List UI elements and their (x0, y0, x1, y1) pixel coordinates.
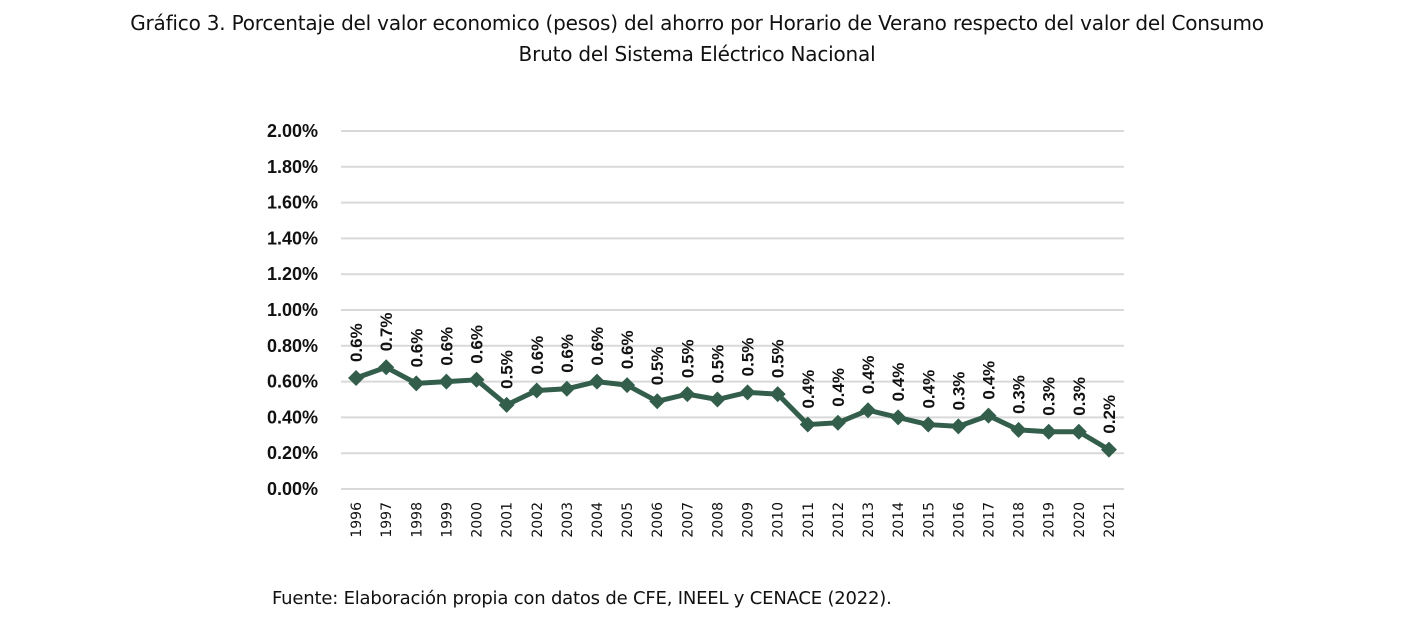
y-tick-label: 0.80% (267, 336, 318, 356)
y-tick-label: 2.00% (267, 121, 318, 141)
x-tick-label: 2003 (560, 502, 576, 538)
data-point-marker (890, 409, 907, 426)
y-tick-label: 0.20% (267, 443, 318, 463)
data-label: 0.6% (347, 323, 366, 362)
chart-title-line-2: Bruto del Sistema Eléctrico Nacional (518, 42, 876, 66)
x-tick-label: 2009 (741, 502, 757, 538)
data-label: 0.6% (468, 325, 487, 364)
data-point-marker (498, 396, 515, 413)
x-tick-label: 2018 (1012, 502, 1028, 538)
x-tick-label: 2007 (680, 502, 696, 538)
data-label: 0.4% (829, 368, 848, 407)
data-point-marker (769, 386, 786, 403)
data-point-marker (408, 375, 425, 392)
data-label: 0.6% (558, 334, 577, 373)
data-point-marker (468, 371, 485, 388)
x-tick-label: 2006 (650, 502, 666, 538)
y-tick-label: 1.80% (267, 157, 318, 177)
data-label: 0.4% (919, 370, 938, 409)
x-tick-label: 2002 (530, 502, 546, 538)
y-axis-tick-labels: 0.00% 0.20% 0.40% 0.60% 0.80% 1.00% 1.20% 1.40%… (267, 121, 318, 499)
y-tick-label: 1.60% (267, 193, 318, 213)
x-tick-label: 2011 (801, 502, 817, 538)
data-point-marker (799, 416, 816, 433)
data-label: 0.5% (769, 339, 788, 378)
data-point-marker (438, 373, 455, 390)
data-label: 0.6% (528, 336, 547, 375)
x-tick-label: 2020 (1072, 502, 1088, 538)
y-tick-label: 1.00% (267, 300, 318, 320)
data-label: 0.5% (708, 345, 727, 384)
x-tick-label: 2013 (861, 502, 877, 538)
data-label: 0.7% (377, 313, 396, 352)
y-tick-label: 1.20% (267, 264, 318, 284)
data-point-marker (679, 386, 696, 403)
data-label: 0.5% (678, 339, 697, 378)
data-point-marker (920, 416, 937, 433)
line-chart: 0.00% 0.20% 0.40% 0.60% 0.80% 1.00% 1.20% 1.40%… (267, 121, 1124, 538)
x-tick-label: 1996 (349, 502, 365, 538)
data-point-marker (709, 391, 726, 408)
data-label: 0.3% (1070, 377, 1089, 416)
data-point-marker (1040, 423, 1057, 440)
x-tick-label: 1998 (409, 502, 425, 538)
data-point-marker (1010, 421, 1027, 438)
data-label: 0.4% (979, 361, 998, 400)
data-series (348, 359, 1117, 458)
data-label: 0.3% (1040, 377, 1059, 416)
data-point-marker (619, 377, 636, 394)
data-point-marker (528, 382, 545, 399)
x-tick-label: 2021 (1102, 502, 1118, 538)
x-tick-label: 2019 (1042, 502, 1058, 538)
x-tick-label: 2010 (771, 502, 787, 538)
x-tick-label: 1999 (439, 502, 455, 538)
data-point-marker (1100, 441, 1117, 458)
gridlines (341, 130, 1124, 490)
data-label: 0.4% (889, 363, 908, 402)
x-axis-tick-labels: 1996 1997 1998 1999 2000 2001 2002 2003 2004 2005… (349, 502, 1118, 538)
y-tick-label: 0.00% (267, 479, 318, 499)
y-tick-label: 0.40% (267, 407, 318, 427)
x-tick-label: 2005 (620, 502, 636, 538)
data-point-marker (950, 418, 967, 435)
data-label: 0.5% (648, 347, 667, 386)
data-label: 0.2% (1100, 395, 1119, 434)
data-point-marker (558, 380, 575, 397)
data-label: 0.5% (739, 338, 758, 377)
x-tick-label: 2016 (951, 502, 967, 538)
source-note: Fuente: Elaboración propia con datos de … (272, 588, 892, 609)
data-point-marker (829, 414, 846, 431)
chart-title: Gráfico 3. Porcentaje del valor economic… (0, 8, 1394, 70)
data-label: 0.6% (588, 327, 607, 366)
data-label: 0.3% (949, 372, 968, 411)
x-tick-label: 2012 (831, 502, 847, 538)
x-tick-label: 2014 (891, 502, 907, 538)
data-labels: 0.6% 0.7% 0.6% 0.6% 0.6% 0.5% 0.6% 0.6% 0.6% 0.6%… (347, 313, 1119, 434)
x-tick-label: 2015 (921, 502, 937, 538)
data-label: 0.3% (1010, 375, 1029, 414)
data-point-marker (739, 384, 756, 401)
chart-title-line-1: Gráfico 3. Porcentaje del valor economic… (130, 11, 1264, 35)
x-tick-label: 2001 (500, 502, 516, 538)
y-tick-label: 1.40% (267, 228, 318, 248)
x-tick-label: 2004 (590, 502, 606, 538)
data-label: 0.4% (799, 370, 818, 409)
x-tick-label: 2017 (981, 502, 997, 538)
x-tick-label: 2000 (470, 502, 486, 538)
data-point-marker (378, 359, 395, 376)
y-tick-label: 0.60% (267, 372, 318, 392)
data-label: 0.5% (498, 350, 517, 389)
data-point-marker (980, 407, 997, 424)
data-point-marker (860, 402, 877, 419)
data-point-marker (588, 373, 605, 390)
data-point-marker (348, 370, 365, 387)
data-point-marker (649, 393, 666, 410)
data-label: 0.6% (618, 330, 637, 369)
data-label: 0.6% (437, 327, 456, 366)
x-tick-label: 2008 (710, 502, 726, 538)
data-label: 0.4% (859, 355, 878, 394)
x-tick-label: 1997 (379, 502, 395, 538)
data-label: 0.6% (407, 329, 426, 368)
data-point-marker (1070, 423, 1087, 440)
